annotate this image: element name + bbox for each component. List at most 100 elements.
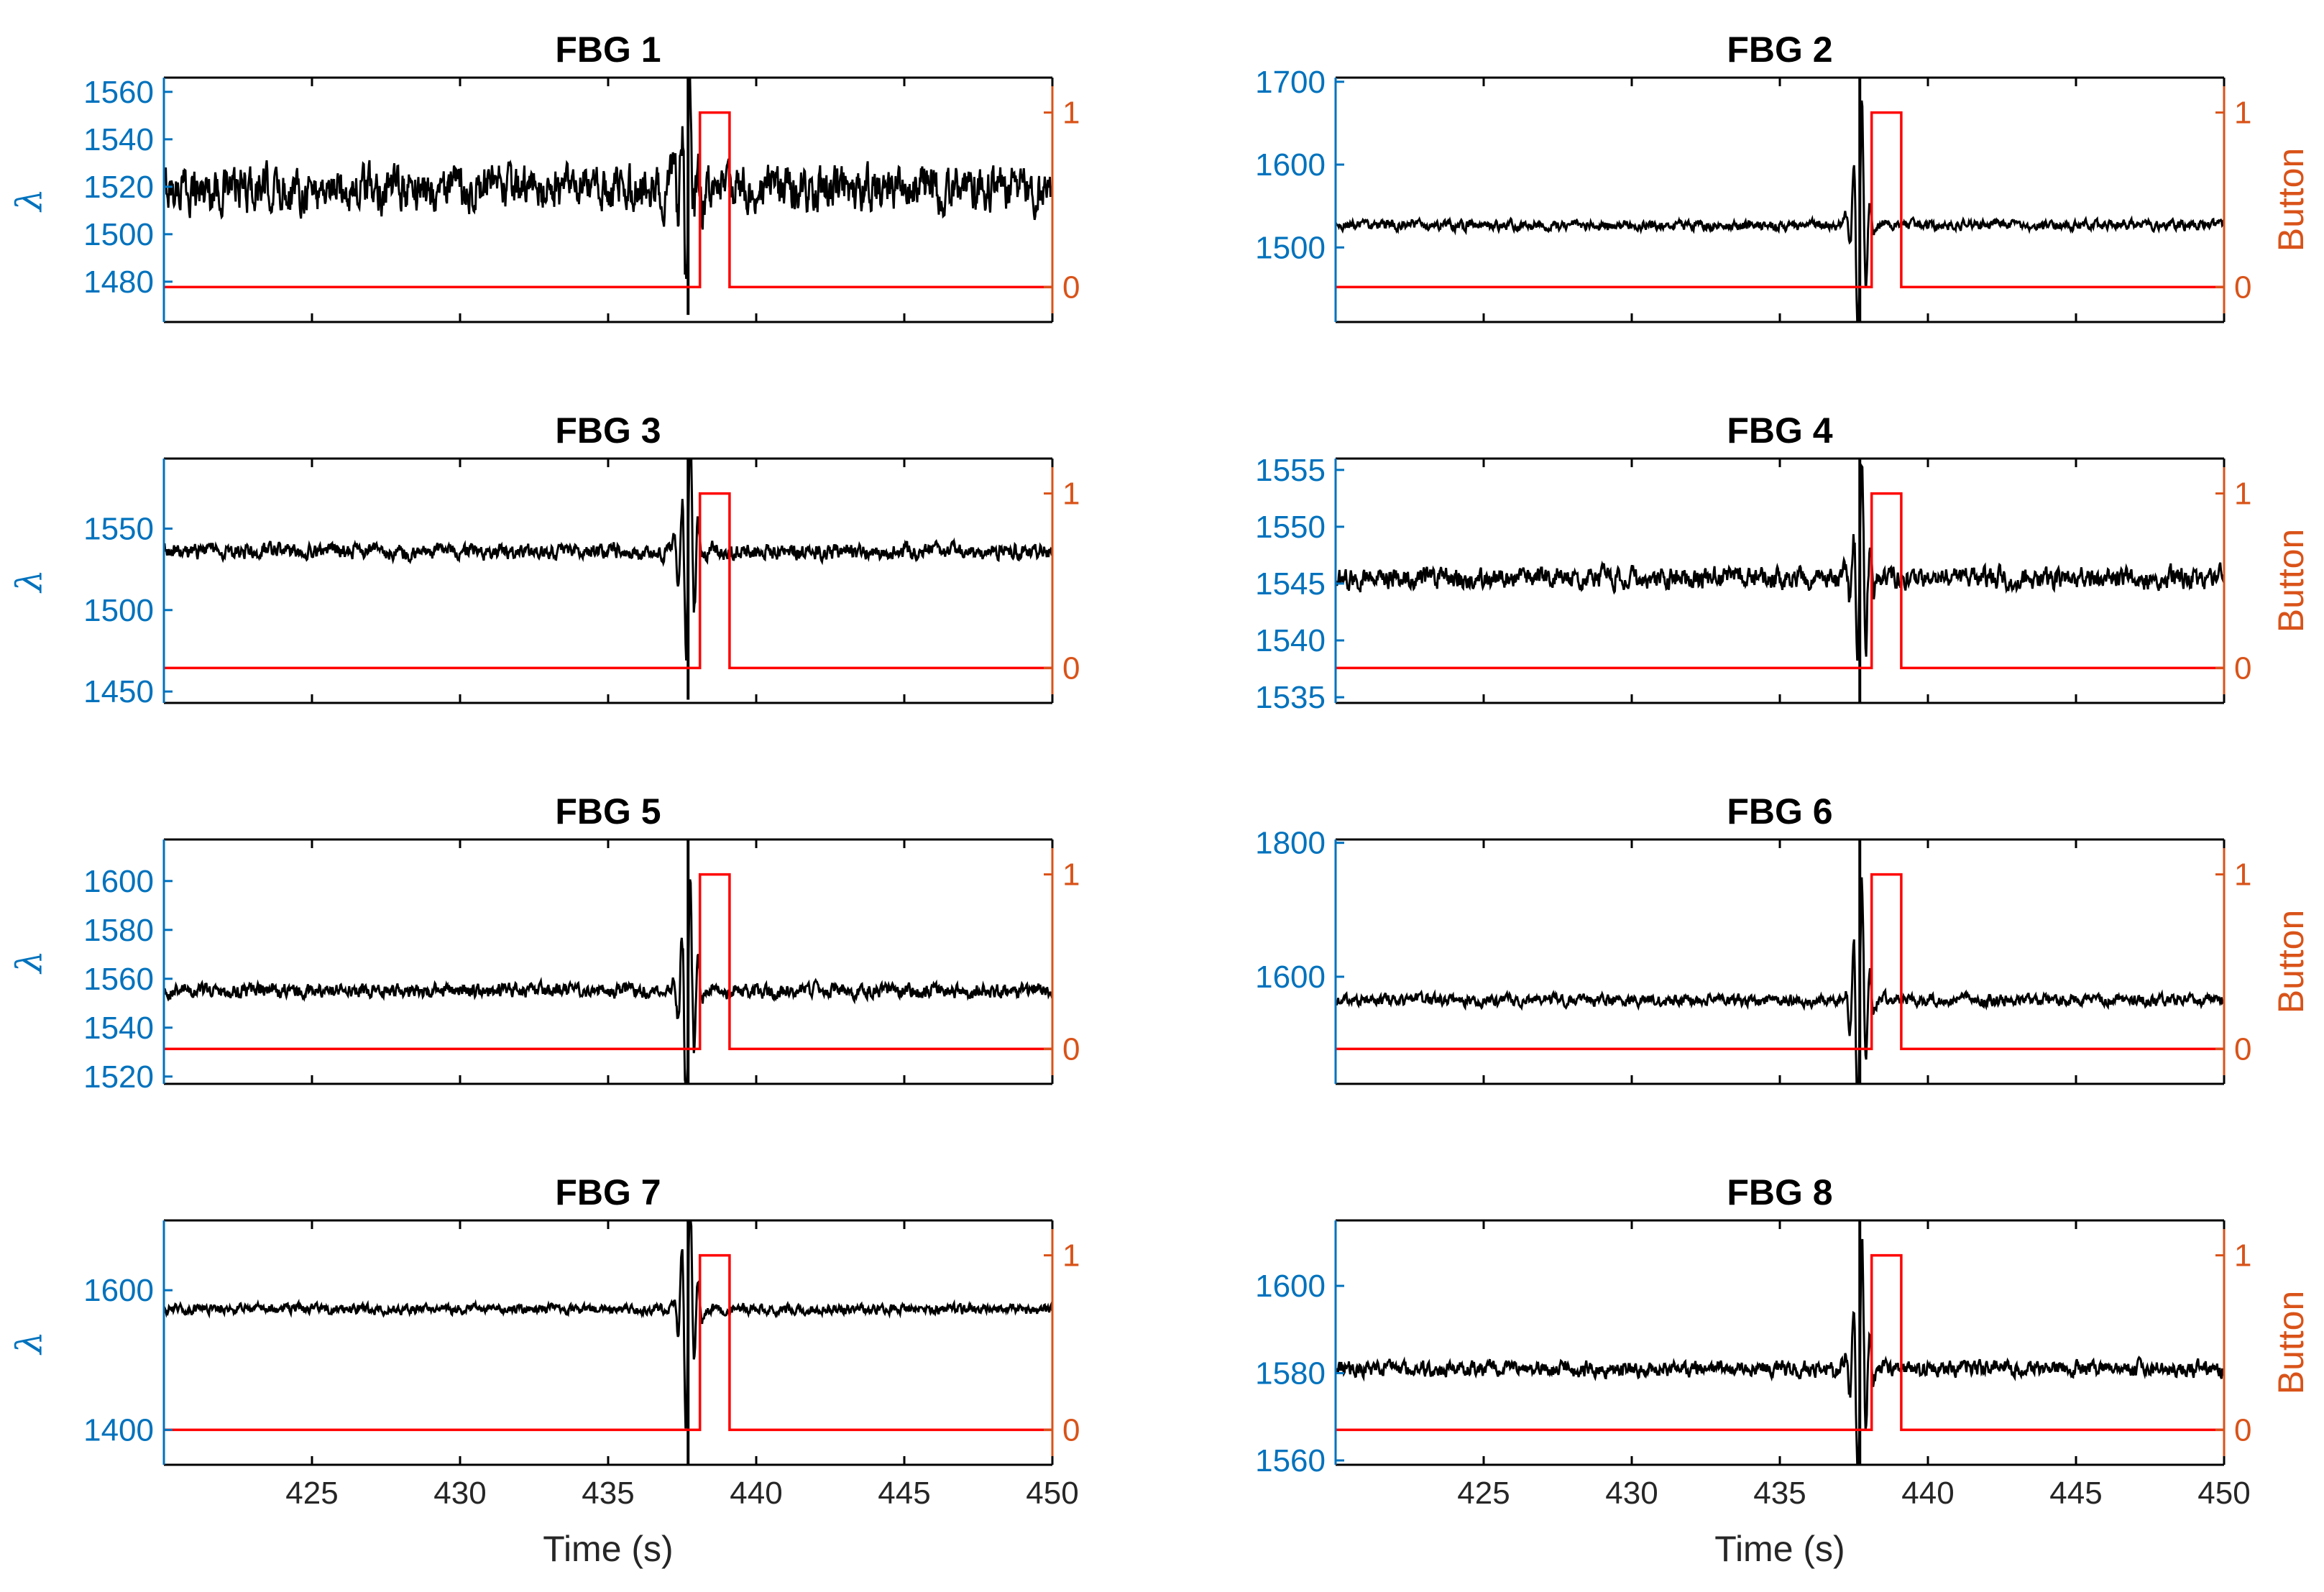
x-axis-label: Time (s) — [543, 1529, 673, 1569]
left-y-tick-label: 1500 — [83, 217, 154, 252]
x-tick-label: 430 — [433, 1476, 486, 1511]
right-y-tick-label: 0 — [1062, 270, 1080, 305]
right-y-axis-label: Button — [2271, 1291, 2311, 1395]
wavelength-series-line — [1334, 1238, 2226, 1466]
left-y-tick-label: 1600 — [1255, 1269, 1326, 1304]
left-y-axis-label: λ — [9, 188, 50, 213]
left-y-tick-label: 1600 — [1255, 960, 1326, 995]
x-axis-label: Time (s) — [1714, 1529, 1845, 1569]
left-y-tick-label: 1560 — [83, 75, 154, 110]
subplot-fbg-3: FBG 3 1450 1500 1550 0 1 λ — [9, 410, 1080, 709]
wavelength-series-line — [163, 1219, 1054, 1429]
left-y-axis-label: λ — [9, 950, 50, 975]
button-series-line — [164, 111, 1052, 289]
left-y-tick-label: 1800 — [1255, 826, 1326, 861]
left-y-axis-label: λ — [9, 569, 50, 594]
right-y-tick-label: 1 — [2234, 96, 2251, 131]
button-series-line — [1336, 1253, 2224, 1432]
wavelength-series-line — [162, 76, 1053, 280]
subplot-fbg-4: FBG 4 1535 1540 1545 1550 1555 0 1 Button — [1255, 410, 2311, 715]
left-y-tick-label: 1540 — [83, 1011, 154, 1046]
right-y-axis-label: Button — [2271, 910, 2311, 1014]
wavelength-series-line — [1335, 462, 2226, 661]
wavelength-series-line — [162, 457, 1054, 661]
button-series-line — [1336, 111, 2224, 289]
left-y-axis-label: λ — [9, 1331, 50, 1356]
subplot-title: FBG 3 — [555, 410, 661, 451]
left-y-tick-label: 1450 — [83, 674, 154, 709]
subplot-grid: FBG 1 1480 1500 1520 1540 1560 0 1 λ FBG 2 1500 160… — [9, 29, 2311, 1569]
right-y-tick-label: 0 — [1062, 650, 1080, 686]
right-y-axis-label: Button — [2271, 148, 2311, 252]
x-tick-label: 425 — [285, 1476, 338, 1511]
right-y-tick-label: 1 — [1062, 477, 1080, 512]
button-series-line — [164, 492, 1052, 670]
left-y-tick-label: 1700 — [1255, 65, 1326, 100]
left-y-tick-label: 1560 — [1255, 1443, 1326, 1478]
wavelength-series-line — [1334, 100, 2225, 323]
right-y-tick-label: 1 — [1062, 96, 1080, 131]
right-y-tick-label: 1 — [2234, 477, 2251, 512]
left-y-tick-label: 1600 — [1255, 147, 1326, 183]
wavelength-series-line — [1334, 877, 2226, 1085]
button-series-line — [1336, 492, 2224, 670]
x-tick-label: 430 — [1605, 1476, 1658, 1511]
subplot-title: FBG 5 — [555, 791, 661, 832]
left-y-tick-label: 1500 — [83, 593, 154, 628]
button-series-line — [164, 873, 1052, 1051]
left-y-tick-label: 1580 — [83, 913, 154, 948]
subplot-fbg-8: FBG 8 425 430 435 440 445 450 1560 1580 1600 0 1 But… — [1255, 1172, 2311, 1569]
button-series-line — [1336, 873, 2224, 1051]
x-tick-label: 435 — [1753, 1476, 1806, 1511]
left-y-tick-label: 1540 — [1255, 623, 1326, 658]
left-y-tick-label: 1545 — [1255, 566, 1326, 602]
left-y-tick-label: 1480 — [83, 264, 154, 300]
x-tick-label: 450 — [1026, 1476, 1078, 1511]
button-series-line — [164, 1253, 1052, 1432]
subplot-title: FBG 8 — [1727, 1172, 1832, 1213]
right-y-tick-label: 0 — [1062, 1412, 1080, 1448]
subplot-title: FBG 6 — [1727, 791, 1832, 832]
x-tick-label: 440 — [1901, 1476, 1954, 1511]
right-y-tick-label: 0 — [2234, 650, 2251, 686]
wavelength-series-line — [162, 879, 1054, 1085]
x-tick-label: 445 — [878, 1476, 930, 1511]
left-y-tick-label: 1400 — [83, 1412, 154, 1448]
right-y-tick-label: 0 — [2234, 1412, 2251, 1448]
subplot-title: FBG 2 — [1727, 29, 1832, 70]
subplot-fbg-6: FBG 6 1600 1800 0 1 Button — [1255, 791, 2311, 1085]
left-y-tick-label: 1540 — [83, 122, 154, 157]
subplot-title: FBG 4 — [1727, 410, 1832, 451]
subplot-fbg-5: FBG 5 1520 1540 1560 1580 1600 0 1 λ — [9, 791, 1080, 1095]
left-y-tick-label: 1555 — [1255, 453, 1326, 488]
left-y-tick-label: 1500 — [1255, 230, 1326, 265]
subplot-fbg-2: FBG 2 1500 1600 1700 0 1 Button — [1255, 29, 2311, 323]
right-y-tick-label: 0 — [1062, 1031, 1080, 1067]
x-tick-label: 425 — [1457, 1476, 1510, 1511]
right-y-tick-label: 0 — [2234, 270, 2251, 305]
left-y-tick-label: 1560 — [83, 962, 154, 997]
left-y-tick-label: 1600 — [83, 1273, 154, 1308]
left-y-tick-label: 1550 — [83, 511, 154, 546]
right-y-tick-label: 1 — [2234, 1238, 2251, 1274]
x-tick-label: 450 — [2197, 1476, 2250, 1511]
left-y-tick-label: 1580 — [1255, 1356, 1326, 1391]
right-y-tick-label: 1 — [1062, 857, 1080, 893]
x-tick-label: 435 — [582, 1476, 634, 1511]
left-y-tick-label: 1550 — [1255, 510, 1326, 545]
subplot-fbg-1: FBG 1 1480 1500 1520 1540 1560 0 1 λ — [9, 29, 1080, 323]
left-y-tick-label: 1600 — [83, 864, 154, 899]
x-tick-label: 440 — [730, 1476, 782, 1511]
right-y-tick-label: 1 — [1062, 1238, 1080, 1274]
subplot-title: FBG 7 — [555, 1172, 661, 1213]
right-y-tick-label: 1 — [2234, 857, 2251, 893]
right-y-tick-label: 0 — [2234, 1031, 2251, 1067]
subplot-fbg-7: FBG 7 425 430 435 440 445 450 1400 1600 0 1 λ Time (… — [9, 1172, 1080, 1569]
left-y-tick-label: 1535 — [1255, 680, 1326, 715]
right-y-axis-label: Button — [2271, 529, 2311, 633]
left-y-tick-label: 1520 — [83, 170, 154, 205]
x-tick-label: 445 — [2049, 1476, 2102, 1511]
left-y-tick-label: 1520 — [83, 1059, 154, 1095]
